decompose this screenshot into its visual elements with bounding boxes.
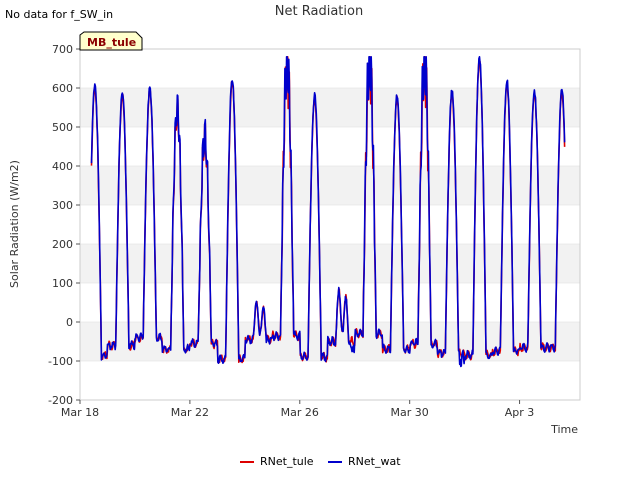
y-tick-label: 400 xyxy=(52,160,73,173)
y-tick-label: -100 xyxy=(48,355,73,368)
band xyxy=(80,166,580,205)
y-tick-label: 100 xyxy=(52,277,73,290)
no-data-note: No data for f_SW_in xyxy=(5,8,113,21)
legend-label-rnet-tule: RNet_tule xyxy=(260,455,314,468)
x-axis-ticks: Mar 18 Mar 22 Mar 26 Mar 30 Apr 3 xyxy=(61,400,534,419)
x-tick-label: Mar 22 xyxy=(171,406,209,419)
site-badge: MB_tule xyxy=(79,31,143,51)
band xyxy=(80,88,580,127)
y-tick-label: 700 xyxy=(52,43,73,56)
series-line-rnet-wat xyxy=(90,55,566,368)
x-tick-label: Mar 18 xyxy=(61,406,99,419)
y-tick-label: 200 xyxy=(52,238,73,251)
y-tick-label: 600 xyxy=(52,82,73,95)
legend-label-rnet-wat: RNet_wat xyxy=(348,455,401,468)
x-tick-label: Apr 3 xyxy=(505,406,535,419)
x-axis-title: Time xyxy=(550,423,578,436)
legend: RNet_tule RNet_wat xyxy=(240,455,401,468)
x-tick-label: Mar 26 xyxy=(281,406,319,419)
y-tick-label: 0 xyxy=(66,316,73,329)
chart-title: Net Radiation xyxy=(275,4,363,19)
x-tick-label: Mar 30 xyxy=(391,406,429,419)
site-badge-shape xyxy=(79,31,143,51)
y-tick-label: -200 xyxy=(48,394,73,407)
band xyxy=(80,244,580,283)
y-axis-ticks: -200 -100 0 100 200 300 400 500 600 700 xyxy=(48,43,80,407)
y-axis-title: Solar Radiation (W/m2) xyxy=(8,160,21,288)
series-lines xyxy=(90,55,566,368)
y-tick-label: 300 xyxy=(52,199,73,212)
site-badge-label: MB_tule xyxy=(87,36,136,49)
plot-frame xyxy=(79,48,581,401)
y-tick-label: 500 xyxy=(52,121,73,134)
